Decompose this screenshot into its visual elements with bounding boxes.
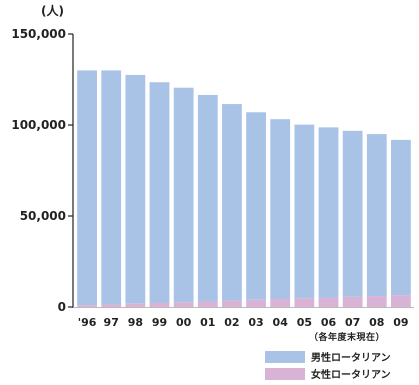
x-tick-label-03: 03	[248, 316, 263, 329]
bar-female-03	[246, 299, 266, 307]
y-tick-label-3: 150,000	[11, 27, 66, 41]
bar-female-09	[391, 295, 411, 307]
x-tick-label-02: 02	[224, 316, 239, 329]
bar-female-08	[366, 296, 387, 307]
bar-male-01	[197, 94, 218, 302]
bar-male-99	[149, 82, 170, 303]
x-tick-label-05: 05	[297, 316, 312, 329]
bar-female-98	[125, 303, 146, 307]
bar-female-97	[101, 304, 122, 307]
bar-male-00	[173, 87, 194, 303]
x-tick-label-04: 04	[273, 316, 289, 329]
x-tick-label-08: 08	[369, 316, 384, 329]
legend-item-male: 男性ロータリアン	[265, 348, 391, 365]
legend-item-female: 女性ロータリアン	[265, 365, 391, 382]
legend-label-male: 男性ロータリアン	[311, 353, 391, 364]
bar-female-99	[149, 302, 170, 307]
bar-male-02	[222, 104, 242, 301]
x-tick-label-01: 01	[200, 316, 215, 329]
x-tick-label-07: 07	[345, 316, 360, 329]
bar-female-02	[222, 300, 242, 307]
bar-male-09	[391, 139, 411, 296]
legend-swatch-male	[265, 350, 305, 363]
x-tick-label-99: 99	[152, 316, 167, 329]
bar-female-06	[318, 297, 339, 307]
x-tick-label-06: 06	[321, 316, 337, 329]
x-tick-label-97: 97	[104, 316, 119, 329]
bar-male-98	[125, 74, 146, 304]
bar-male-97	[101, 70, 122, 305]
x-tick-label-00: 00	[176, 316, 192, 329]
y-tick-label-1: 50,000	[20, 209, 66, 223]
bar-female-96	[77, 305, 97, 307]
x-tick-label-98: 98	[128, 316, 143, 329]
y-tick-label-2: 100,000	[11, 118, 66, 132]
y-tick-label-0: 0	[58, 300, 66, 314]
legend: 男性ロータリアン 女性ロータリアン	[265, 348, 391, 382]
bar-female-07	[342, 296, 363, 307]
bar-female-05	[294, 298, 315, 307]
legend-swatch-female	[265, 367, 305, 380]
bar-male-04	[270, 119, 291, 299]
bar-male-08	[366, 134, 387, 297]
x-tick-label-96: '96	[78, 316, 97, 329]
x-tick-label-09: 09	[393, 316, 408, 329]
y-axis-unit-label: (人)	[41, 4, 64, 18]
bar-male-05	[294, 124, 315, 299]
bar-male-96	[77, 70, 97, 306]
bar-male-03	[246, 112, 266, 300]
bar-male-06	[318, 127, 339, 298]
bar-male-07	[342, 130, 363, 297]
bar-female-00	[173, 302, 194, 307]
date-note: （各年度末現在）	[309, 333, 386, 343]
legend-label-female: 女性ロータリアン	[311, 370, 391, 381]
bar-female-04	[270, 298, 291, 307]
bar-female-01	[197, 301, 218, 307]
